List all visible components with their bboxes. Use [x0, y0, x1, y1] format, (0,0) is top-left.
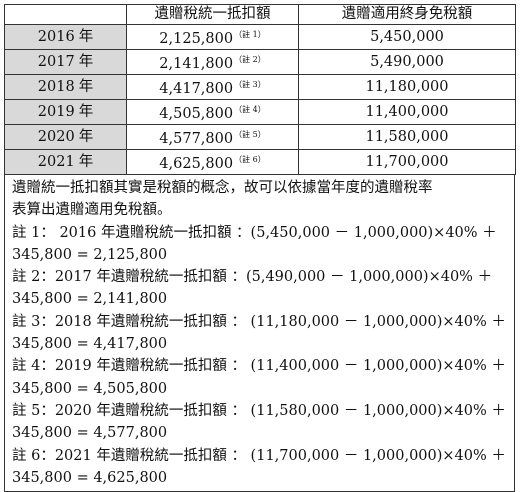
unified-credit-value: 4,505,800 — [159, 106, 234, 122]
table-row: 2018 年 4,417,800（註 3） 11,180,000 — [4, 74, 516, 100]
table-row: 2019 年 4,505,800（註 4） 11,400,000 — [4, 99, 516, 125]
lifetime-exemption-cell: 5,450,000 — [298, 24, 516, 50]
year-suffix: 年 — [78, 153, 94, 170]
lifetime-exemption-cell: 11,700,000 — [298, 149, 516, 175]
footnote-5-line: 註 5：2020 年遺贈稅統一抵扣額 ： (11,580,000 － 1,000… — [12, 402, 506, 419]
footnote-3-line: 註 3：2018 年遺贈稅統一抵扣額 ： (11,180,000 － 1,000… — [12, 313, 506, 330]
notes-intro-line: 表算出遺贈適用免稅額。 — [12, 202, 172, 219]
notes-cell: 遺贈統一抵扣額其實是稅額的概念，故可以依據當年度的遺贈稅率 表算出遺贈適用免稅額… — [4, 175, 515, 492]
unified-credit-value: 2,141,800 — [159, 56, 234, 72]
lifetime-exemption-cell: 11,180,000 — [298, 74, 516, 100]
footnote-6-line: 註 6：2021 年遺贈稅統一抵扣額 ： (11,700,000 － 1,000… — [12, 447, 506, 464]
tax-exemption-document: 遺贈稅統一抵扣額 遺贈適用終身免稅額 2016 年 2,125,800（註 1） … — [4, 4, 516, 492]
footnote-ref: （註 5） — [234, 130, 266, 139]
notes-intro-line: 遺贈統一抵扣額其實是稅額的概念，故可以依據當年度的遺贈稅率 — [12, 180, 433, 196]
footnote-2-result: 345,800 = 2,141,800 — [12, 291, 168, 308]
year-suffix: 年 — [78, 28, 94, 45]
unified-credit-cell: 2,125,800（註 1） — [126, 24, 299, 50]
footnote-1-result: 345,800 = 2,125,800 — [12, 246, 168, 263]
year-value: 2020 — [37, 128, 75, 145]
footnote-ref: （註 4） — [234, 105, 266, 114]
unified-credit-value: 2,125,800 — [159, 31, 234, 47]
table-row: 2021 年 4,625,800（註 6） 11,700,000 — [4, 149, 516, 175]
year-cell: 2020 年 — [4, 124, 127, 150]
unified-credit-cell: 4,417,800（註 3） — [126, 74, 299, 100]
footnote-3-result: 345,800 = 4,417,800 — [12, 336, 168, 353]
header-lifetime-exemption: 遺贈適用終身免稅額 — [298, 4, 516, 25]
footnote-ref: （註 3） — [234, 80, 266, 89]
footnote-5-result: 345,800 = 4,577,800 — [12, 425, 168, 442]
year-value: 2017 — [37, 53, 75, 70]
lifetime-exemption-cell: 11,580,000 — [298, 124, 516, 150]
table-row: 2016 年 2,125,800（註 1） 5,450,000 — [4, 24, 516, 50]
year-value: 2018 — [37, 78, 75, 95]
footnote-2-line: 註 2：2017 年遺贈稅統一抵扣額 ：(5,490,000 － 1,000,0… — [12, 269, 493, 286]
year-cell: 2018 年 — [4, 74, 127, 100]
exemption-table: 遺贈稅統一抵扣額 遺贈適用終身免稅額 2016 年 2,125,800（註 1） … — [4, 4, 516, 175]
unified-credit-value: 4,577,800 — [159, 131, 234, 147]
unified-credit-cell: 2,141,800（註 2） — [126, 49, 299, 75]
footnote-6-result: 345,800 = 4,625,800 — [12, 469, 168, 486]
footnote-1-line: 註 1： 2016 年遺贈稅統一抵扣額 ：(5,450,000 － 1,000,… — [12, 224, 497, 241]
lifetime-exemption-cell: 5,490,000 — [298, 49, 516, 75]
table-header-row: 遺贈稅統一抵扣額 遺贈適用終身免稅額 — [4, 4, 516, 25]
year-cell: 2017 年 — [4, 49, 127, 75]
table-row: 2020 年 4,577,800（註 5） 11,580,000 — [4, 124, 516, 150]
footnote-4-line: 註 4：2019 年遺贈稅統一抵扣額 ： (11,400,000 － 1,000… — [12, 358, 506, 375]
year-suffix: 年 — [78, 78, 94, 95]
unified-credit-value: 4,625,800 — [159, 156, 234, 172]
year-cell: 2019 年 — [4, 99, 127, 125]
unified-credit-value: 4,417,800 — [159, 81, 234, 97]
year-cell: 2016 年 — [4, 24, 127, 50]
table-row: 2017 年 2,141,800（註 2） 5,490,000 — [4, 49, 516, 75]
unified-credit-cell: 4,577,800（註 5） — [126, 124, 299, 150]
year-value: 2021 — [37, 153, 75, 170]
lifetime-exemption-cell: 11,400,000 — [298, 99, 516, 125]
header-unified-credit: 遺贈稅統一抵扣額 — [126, 4, 299, 25]
year-suffix: 年 — [78, 128, 94, 145]
footnote-ref: （註 6） — [234, 155, 266, 164]
year-cell: 2021 年 — [4, 149, 127, 175]
footnote-ref: （註 1） — [234, 30, 266, 39]
unified-credit-cell: 4,625,800（註 6） — [126, 149, 299, 175]
year-suffix: 年 — [78, 103, 94, 120]
header-year — [4, 4, 127, 25]
unified-credit-cell: 4,505,800（註 4） — [126, 99, 299, 125]
footnote-4-result: 345,800 = 4,505,800 — [12, 380, 168, 397]
year-value: 2019 — [37, 103, 75, 120]
footnote-ref: （註 2） — [234, 55, 266, 64]
year-value: 2016 — [37, 28, 75, 45]
year-suffix: 年 — [78, 53, 94, 70]
